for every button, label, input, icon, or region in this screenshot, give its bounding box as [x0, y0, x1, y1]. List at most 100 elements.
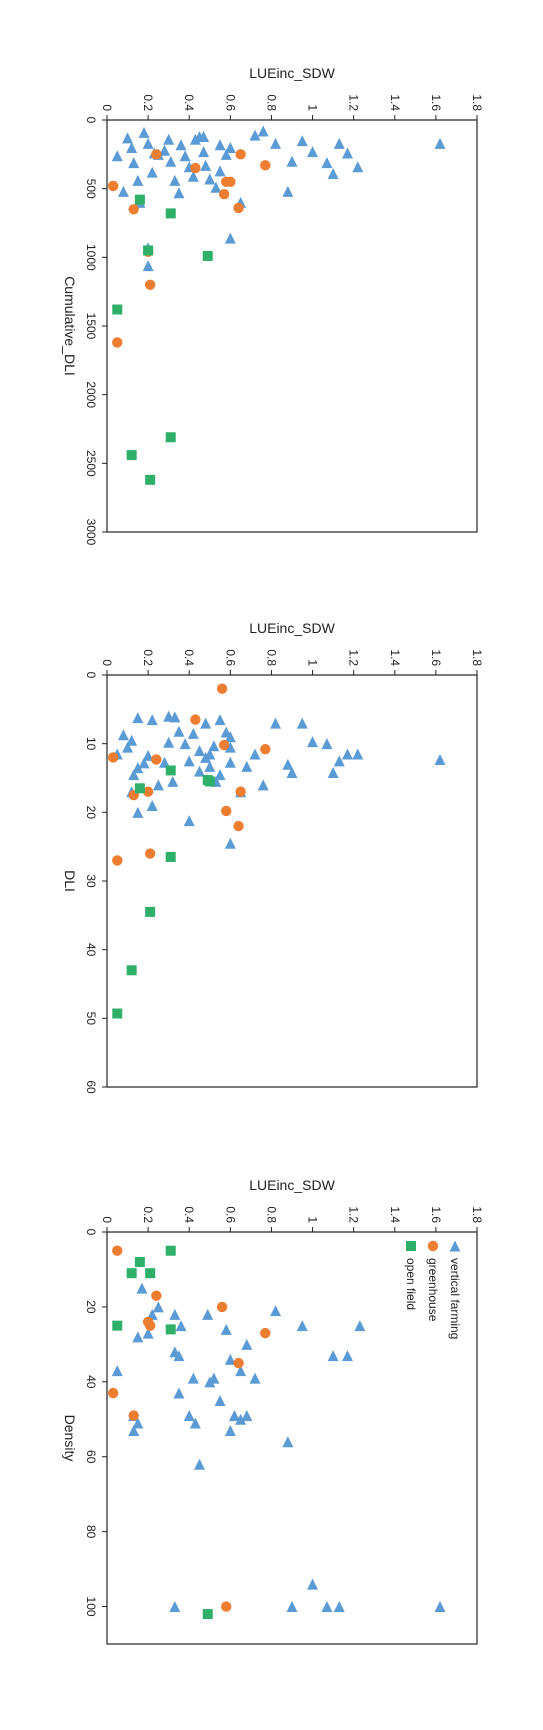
data-point [142, 137, 154, 149]
data-point [210, 181, 222, 193]
data-point [128, 1425, 140, 1437]
x-tick-label: 1500 [84, 313, 98, 340]
chart-panel-2: 0 10 20 30 40 50 60 0 0.2 0.4 0.6 0.8 1 1.2 1.4 1.6 1.8 D… [62, 620, 484, 1094]
legend-marker [427, 1240, 439, 1252]
data-point [224, 741, 236, 753]
data-point [327, 767, 339, 779]
data-point [142, 786, 154, 797]
x-tick-label: 40 [84, 1375, 98, 1389]
data-point [159, 144, 171, 156]
data-point [187, 727, 199, 739]
data-point [235, 149, 246, 160]
legend-label: greenhouse [426, 1258, 440, 1322]
data-point [220, 148, 232, 160]
data-point [151, 754, 162, 765]
data-point [194, 1458, 205, 1470]
data-point [132, 1417, 144, 1429]
data-point [112, 1008, 123, 1019]
data-point [214, 714, 226, 726]
data-point [333, 137, 345, 149]
data-point [173, 725, 185, 737]
data-point [187, 170, 199, 182]
data-point [183, 755, 195, 767]
series-greenhouse [107, 149, 271, 348]
data-point [198, 130, 210, 142]
y-tick-label: 0.8 [264, 649, 278, 666]
y-tick-label: 1.6 [429, 1206, 443, 1223]
data-point [282, 185, 294, 197]
data-point [214, 769, 226, 781]
y-tick-label: 0 [100, 104, 114, 111]
data-point [224, 837, 236, 849]
data-point [142, 1316, 154, 1328]
data-point [126, 965, 137, 976]
x-axis-label: Cumulative_DLI [62, 276, 78, 376]
data-point [107, 1387, 119, 1399]
data-point [216, 1301, 228, 1313]
data-point [134, 1256, 145, 1267]
data-point [352, 748, 364, 760]
series-open-field [112, 1245, 213, 1620]
data-point [146, 799, 158, 811]
data-point [152, 779, 164, 791]
x-axis-label: Density [62, 1415, 78, 1462]
y-tick-label: 1 [306, 1216, 320, 1223]
y-tick-label: 1.2 [347, 94, 361, 111]
x-tick-label: 2000 [84, 381, 98, 408]
data-point [165, 208, 176, 219]
x-tick-label: 40 [84, 943, 98, 957]
data-point [111, 1365, 123, 1377]
data-point [214, 1395, 226, 1407]
data-point [165, 155, 177, 167]
data-point [321, 1601, 333, 1613]
data-point [296, 135, 308, 147]
data-point [307, 1578, 319, 1590]
y-tick-label: 1 [306, 659, 320, 666]
plot-frame [106, 1231, 478, 1645]
data-point [249, 129, 261, 141]
data-point [132, 712, 144, 724]
data-point [208, 1372, 220, 1384]
y-tick-label: 0.8 [264, 1206, 278, 1223]
x-tick-label: 2500 [84, 450, 98, 477]
data-point [146, 714, 158, 726]
y-tick-label: 0.4 [182, 649, 196, 666]
data-point [126, 450, 137, 461]
data-point [117, 185, 129, 197]
data-point [221, 176, 232, 188]
y-tick-label: 1.2 [347, 1206, 361, 1223]
data-point [218, 739, 230, 751]
data-point [144, 279, 156, 290]
y-tick-label: 1.8 [470, 649, 484, 666]
data-point [224, 731, 236, 743]
data-point [233, 202, 244, 214]
data-point [151, 1290, 162, 1301]
x-tick-label: 100 [84, 1597, 98, 1617]
data-point [163, 710, 175, 722]
data-point [342, 147, 353, 159]
data-point [169, 1601, 181, 1613]
data-point [128, 1410, 139, 1421]
y-tick-label: 0 [100, 659, 114, 666]
data-point [260, 743, 271, 755]
data-point [142, 749, 154, 761]
data-point [128, 769, 140, 781]
x-tick-label: 50 [84, 1012, 98, 1026]
chart-panel-1: 0 20 40 60 80 100 0 0.2 0.4 0.6 0.8 1 1.2 1.4 1.6 1.8 De… [62, 1177, 484, 1645]
data-point [204, 760, 216, 772]
data-point [144, 848, 156, 859]
y-tick-label: 1.6 [429, 94, 443, 111]
data-point [333, 1601, 345, 1613]
data-point [142, 260, 154, 272]
data-point [194, 745, 205, 757]
data-point [169, 1346, 181, 1358]
data-point [187, 1372, 199, 1384]
series-vertical-farming [111, 710, 446, 849]
data-point [352, 161, 364, 173]
data-point [434, 137, 446, 149]
x-tick-label: 0 [84, 117, 98, 124]
data-point [241, 1410, 253, 1422]
legend: vertical farming greenhouse open field [404, 1240, 462, 1339]
data-point [257, 779, 269, 791]
data-point [151, 149, 162, 160]
